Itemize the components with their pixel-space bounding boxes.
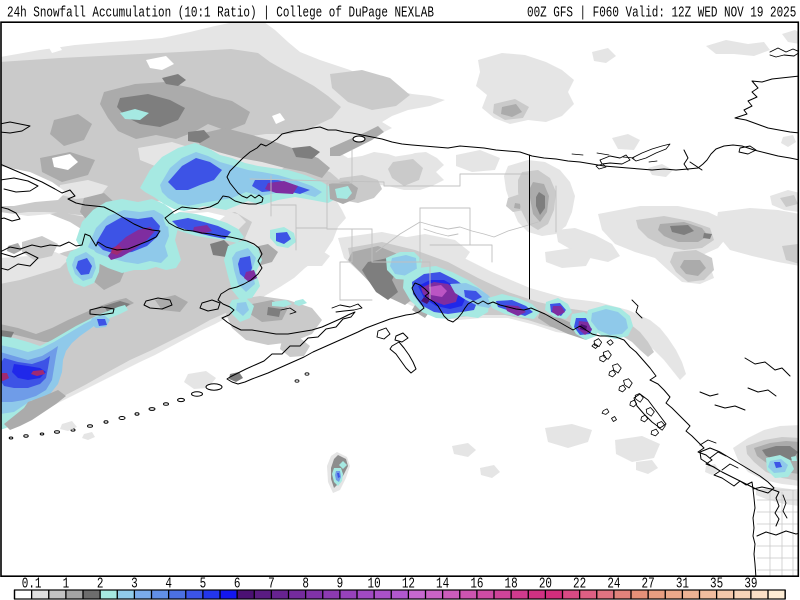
- svg-text:16: 16: [470, 575, 483, 592]
- svg-text:0.1: 0.1: [22, 575, 42, 592]
- svg-text:2: 2: [97, 575, 104, 592]
- svg-text:10: 10: [368, 575, 381, 592]
- svg-text:4: 4: [165, 575, 172, 592]
- svg-text:24h Snowfall Accumulation (10:: 24h Snowfall Accumulation (10:1 Ratio) |…: [7, 4, 434, 21]
- svg-text:27: 27: [642, 575, 655, 592]
- svg-text:39: 39: [744, 575, 757, 592]
- svg-text:22: 22: [573, 575, 586, 592]
- svg-text:35: 35: [710, 575, 723, 592]
- svg-text:20: 20: [539, 575, 552, 592]
- svg-text:9: 9: [337, 575, 344, 592]
- svg-text:6: 6: [234, 575, 241, 592]
- svg-text:8: 8: [302, 575, 309, 592]
- svg-text:3: 3: [131, 575, 138, 592]
- svg-text:5: 5: [200, 575, 207, 592]
- svg-text:1: 1: [63, 575, 70, 592]
- svg-text:31: 31: [676, 575, 689, 592]
- svg-text:7: 7: [268, 575, 275, 592]
- svg-text:12: 12: [402, 575, 415, 592]
- svg-text:00Z GFS | F060 Valid: 12Z WED: 00Z GFS | F060 Valid: 12Z WED NOV 19 202…: [527, 4, 796, 21]
- svg-text:24: 24: [607, 575, 620, 592]
- svg-text:18: 18: [505, 575, 518, 592]
- svg-text:14: 14: [436, 575, 449, 592]
